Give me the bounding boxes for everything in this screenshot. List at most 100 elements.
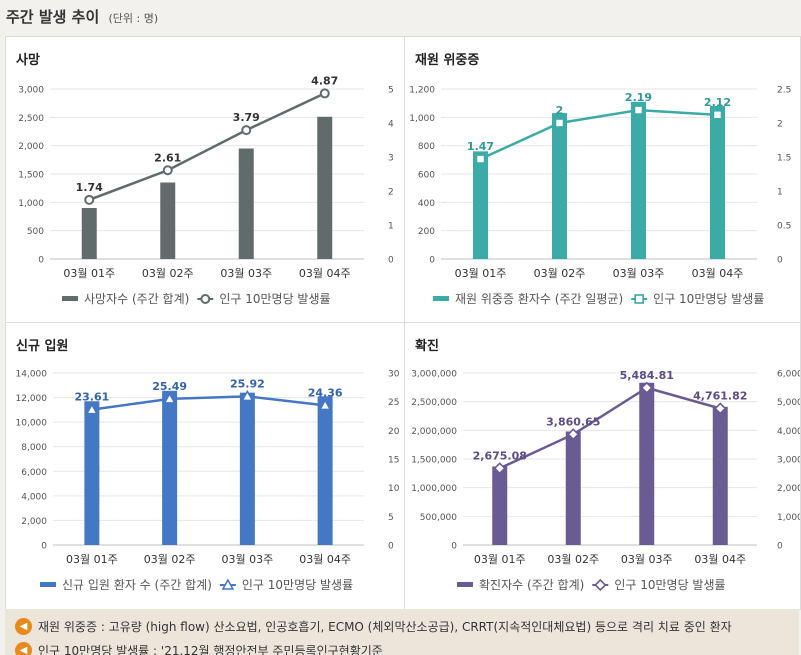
legend-marker [221,578,235,590]
x-tick-label: 03월 04주 [692,267,744,280]
y-left-tick-label: 800 [418,142,435,152]
x-tick-label: 03월 03주 [613,267,665,280]
speaker-icon: ◀ [15,618,32,635]
y-left-tick-label: 1,000 [18,199,44,209]
bar [473,151,488,259]
y-right-tick-label: 25 [388,398,399,408]
y-left-tick-label: 400 [418,199,435,209]
y-right-tick-label: 0 [388,256,394,266]
chart-title: 재원 위중증 [415,53,479,68]
bar [238,148,254,259]
x-tick-label: 03월 01주 [455,267,507,280]
y-left-tick-label: 3,000,000 [411,370,457,380]
vertical-divider [404,37,405,609]
y-right-tick-label: 2 [777,120,783,130]
y-left-tick-label: 0 [38,256,44,266]
chart-title: 확진 [415,338,439,354]
y-left-tick-label: 2,000,000 [411,427,457,437]
x-tick-label: 03월 02주 [547,553,599,566]
legend-bar-swatch [433,296,449,301]
y-left-tick-label: 14,000 [16,370,48,380]
y-left-tick-label: 4,000 [21,492,47,502]
deaths-chart-panel: 사망 0 500 1,000 1,500 2,000 2,500 3,000 0 1 2 3 4 5 03월… [6,37,404,322]
data-label: 2.12 [704,96,731,109]
y-right-tick-label: 15 [388,456,399,466]
bar [552,113,567,259]
y-right-tick-label: 5,000 [777,398,800,408]
footnote-text: 재원 위중증 : 고유량 (high flow) 산소요법, 인공호흡기, EC… [38,620,732,634]
x-tick-label: 03월 04주 [299,553,351,566]
bar [81,208,97,259]
data-label: 2.61 [154,151,181,164]
rate-point [85,403,99,415]
bar [712,406,728,545]
footnote-text: 인구 10만명당 발생률 : '21.12월 행정안전부 주민등록인구현황기준 [38,644,383,655]
bar [492,466,508,545]
data-label: 3.79 [233,111,260,124]
y-left-tick-label: 6,000 [21,468,47,478]
x-tick-label: 03월 03주 [222,553,274,566]
rate-point [640,381,653,394]
y-left-tick-label: 1,500 [18,171,44,181]
footnote-box: ◀ 재원 위중증 : 고유량 (high flow) 산소요법, 인공호흡기, … [5,609,799,655]
bar [639,382,655,545]
x-tick-label: 03월 01주 [66,553,118,566]
y-left-tick-label: 0 [429,256,435,266]
confirmed-chart-panel: 확진 0 500,000 1,000,000 1,500,000 2,000,000 2,5… [405,323,800,609]
bar [239,392,255,545]
x-tick-label: 03월 03주 [621,553,673,566]
rate-line [91,395,326,411]
data-label: 25.92 [230,377,265,390]
y-right-tick-label: 1.5 [777,154,791,164]
rate-line [88,92,326,202]
y-right-tick-label: 20 [388,427,400,437]
y-left-tick-label: 1,000 [409,114,435,124]
chart-title: 사망 [16,52,40,68]
bar [631,101,646,259]
legend-marker [594,578,607,592]
y-left-tick-label: 12,000 [16,394,48,404]
y-left-tick-label: 1,200 [409,86,435,96]
admissions-chart: 신규 입원 0 2,000 4,000 6,000 8,000 10,000 12,000 14… [16,339,400,592]
data-label: 2 [556,104,564,117]
y-right-tick-label: 1 [388,222,394,232]
data-label: 5,484.81 [620,369,674,382]
bar [317,396,333,545]
rate-point [554,118,565,128]
y-left-tick-label: 2,500 [18,114,44,124]
x-tick-label: 03월 04주 [299,267,351,280]
deaths-chart: 사망 0 500 1,000 1,500 2,000 2,500 3,000 0 1 2 3 4 5 03월… [16,52,394,306]
data-label: 4,761.82 [693,389,747,402]
rate-point [162,165,173,176]
legend-label: 확진자수 (주간 합계) [479,578,584,592]
y-right-tick-label: 6,000 [777,370,800,380]
rate-line [479,108,718,161]
y-right-tick-label: 0 [777,256,783,266]
rate-point [493,462,506,475]
data-label: 23.61 [74,391,109,404]
rate-point [712,110,723,120]
x-tick-label: 03월 03주 [220,267,272,280]
horizontal-divider [6,322,800,323]
rate-point [633,105,644,115]
data-label: 1.74 [76,181,103,194]
rate-line [499,386,721,470]
bar [317,116,333,260]
legend-label: 사망자수 (주간 합계) [84,292,189,306]
y-right-tick-label: 0 [777,542,783,552]
bar [162,390,178,545]
legend-label: 재원 위중증 환자수 (주간 일평균) [455,292,623,306]
y-left-tick-label: 1,000,000 [411,484,457,494]
legend-bar-swatch [457,582,473,587]
legend-marker [200,294,211,304]
admissions-chart-panel: 신규 입원 0 2,000 4,000 6,000 8,000 10,000 12,000 14… [6,323,404,609]
y-right-tick-label: 1,000 [777,513,800,523]
footnote-item: ◀ 인구 10만명당 발생률 : '21.12월 행정안전부 주민등록인구현황기… [15,642,383,655]
chart-title: 신규 입원 [16,339,68,354]
rate-point [567,428,580,441]
data-label: 2.19 [625,91,652,104]
legend-label: 인구 10만명당 발생률 [614,578,725,592]
y-right-tick-label: 0 [388,542,394,552]
y-right-tick-label: 3 [388,154,394,164]
data-label: 1.47 [467,140,494,153]
